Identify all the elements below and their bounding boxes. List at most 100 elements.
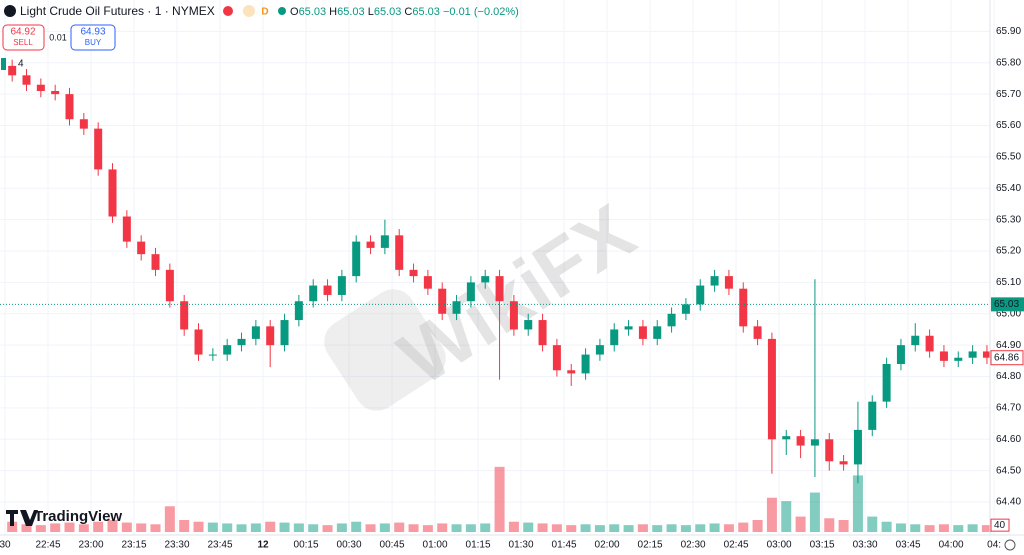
brand-logo — [6, 510, 38, 526]
candle-body — [8, 65, 17, 76]
candle-body — [380, 235, 389, 248]
volume-bar — [824, 518, 835, 532]
volume-bar — [7, 521, 18, 532]
volume-bar — [21, 524, 32, 532]
candle-body — [452, 301, 461, 314]
candle-body — [681, 304, 690, 314]
volume-bar — [279, 522, 290, 532]
volume-bar — [838, 520, 849, 532]
last-price-label: 65.03 — [994, 299, 1019, 310]
x-tick-label: 01:00 — [423, 540, 448, 551]
sell-label: SELL — [13, 38, 33, 47]
candle-body — [911, 335, 920, 346]
candle-body — [825, 439, 834, 462]
volume-bar — [752, 520, 763, 532]
candle-body — [696, 285, 705, 305]
volume-bar — [236, 524, 247, 532]
spread: 0.01 — [49, 32, 67, 42]
ohlc-value: 65.03 — [412, 6, 440, 18]
volume-bar — [594, 525, 605, 532]
x-tick-label: 23:00 — [78, 540, 103, 551]
x-tick-label: 00:15 — [294, 540, 319, 551]
volume-bar — [437, 523, 448, 532]
y-tick-label: 65.70 — [996, 89, 1021, 100]
volume-bar — [652, 525, 663, 532]
volume-bar — [93, 521, 104, 532]
candle-body — [495, 276, 504, 302]
x-tick-label: 30 — [0, 540, 11, 551]
volume-bar — [623, 525, 634, 532]
symbol-icon[interactable] — [4, 5, 16, 17]
y-tick-label: 65.60 — [996, 120, 1021, 131]
indicator-toggle[interactable] — [1, 58, 6, 70]
ohlc-key: O — [290, 6, 299, 18]
candle-body — [352, 241, 361, 277]
x-tick-label: 00:30 — [337, 540, 362, 551]
y-tick-label: 65.40 — [996, 183, 1021, 194]
buy-label: BUY — [85, 38, 102, 47]
volume-bar — [766, 497, 777, 532]
status-dot — [223, 6, 233, 16]
y-tick-label: 64.50 — [996, 465, 1021, 476]
candle-body — [638, 326, 647, 339]
volume-bar — [207, 522, 218, 532]
volume-bar — [150, 524, 161, 532]
volume-bar — [222, 523, 233, 532]
candle-body — [294, 301, 303, 321]
x-tick-label: 04: — [987, 540, 1001, 551]
indicator-count[interactable]: 4 — [18, 59, 24, 70]
settings-icon[interactable] — [1004, 539, 1016, 551]
volume-bar — [566, 525, 577, 532]
volume-bar — [293, 523, 304, 532]
candle-body — [610, 329, 619, 346]
candle-body — [767, 338, 776, 440]
candle-body — [151, 254, 160, 270]
volume-bar — [981, 525, 992, 532]
y-tick-label: 65.50 — [996, 152, 1021, 163]
volume-bar — [394, 522, 405, 532]
candle-body — [79, 119, 88, 129]
y-tick-label: 64.90 — [996, 340, 1021, 351]
ohlc-key: C — [404, 6, 412, 18]
volume-bar — [351, 521, 362, 532]
volume-bar — [637, 524, 648, 532]
y-tick-label: 65.80 — [996, 57, 1021, 68]
volume-bar — [709, 523, 720, 532]
volume-bar — [881, 521, 892, 532]
volume-bar — [64, 522, 75, 532]
candle-body — [724, 276, 733, 289]
axes: 64.40 64.50 64.60 64.70 64.80 64.90 65.00 65.10… — [0, 26, 1024, 551]
candle-body — [481, 276, 490, 283]
candle-body — [739, 288, 748, 327]
sell-price: 64.92 — [10, 27, 35, 38]
x-tick-label: 01:15 — [466, 540, 491, 551]
buy-price: 64.93 — [80, 27, 105, 38]
candle-body — [968, 351, 977, 358]
volume-bar — [107, 520, 118, 532]
candle-body — [581, 354, 590, 374]
candle-body — [954, 357, 963, 361]
volume-bar — [379, 523, 390, 532]
volume-bar — [250, 523, 261, 532]
ohlc-value: 65.03 — [374, 6, 402, 18]
ohlc-value: 65.03 — [337, 6, 365, 18]
sell-button[interactable] — [2, 24, 45, 51]
buy-button[interactable] — [70, 24, 116, 51]
symbol[interactable]: Light Crude Oil Futures · 1 · NYMEX — [20, 4, 215, 18]
grid — [0, 0, 995, 535]
ohlc-key: L — [368, 6, 374, 18]
candle-body — [409, 269, 418, 277]
volume-bar — [723, 524, 734, 532]
x-tick-label: 03:15 — [810, 540, 835, 551]
volume-bar — [179, 520, 190, 532]
x-tick-label: 02:30 — [681, 540, 706, 551]
volume-bar — [35, 525, 46, 532]
x-tick-label: 23:45 — [208, 540, 233, 551]
candle-body — [108, 169, 117, 217]
volume-bar — [308, 524, 319, 532]
volume-bar — [852, 475, 863, 532]
volume-bar — [551, 524, 562, 532]
candle-body — [925, 335, 934, 352]
candle-body — [194, 329, 203, 355]
volume-bar — [580, 524, 591, 532]
